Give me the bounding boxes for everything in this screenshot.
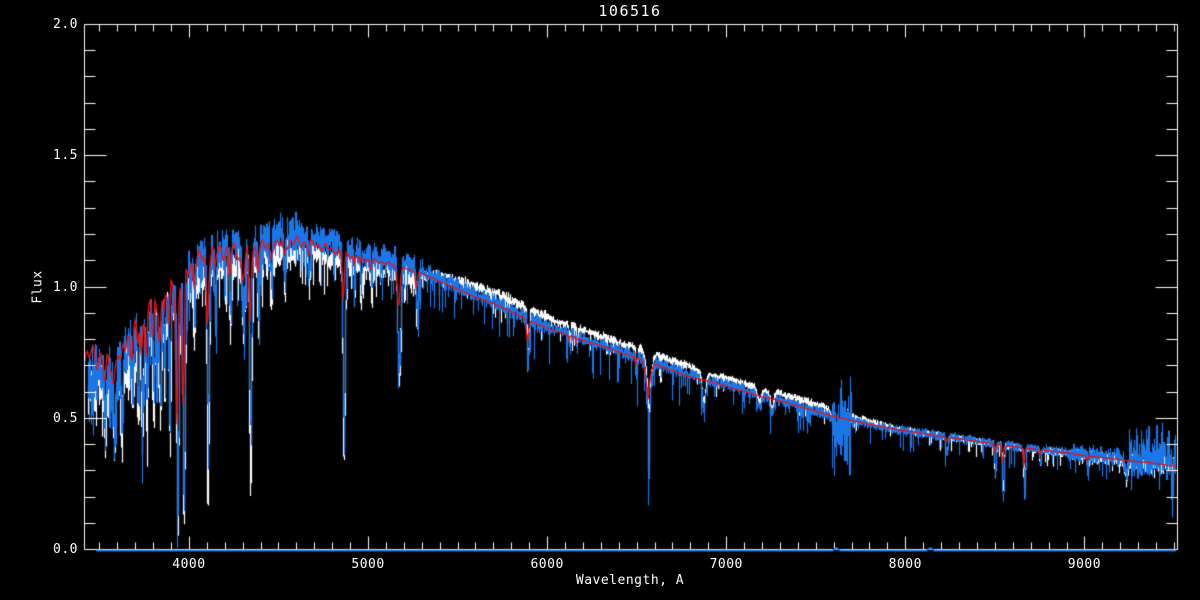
y-tick-label: 1.0	[53, 279, 78, 295]
x-tick-label: 7000	[709, 557, 743, 572]
plot-title: 106516	[598, 2, 662, 20]
x-tick-label: 4000	[172, 557, 206, 572]
x-tick-label: 5000	[351, 557, 385, 572]
x-tick-label: 8000	[888, 557, 922, 572]
y-tick-label: 0.0	[53, 542, 78, 557]
x-tick-label: 9000	[1067, 557, 1102, 572]
y-tick-label: 0.5	[53, 410, 78, 426]
y-tick-label: 1.5	[53, 148, 78, 164]
x-tick-label: 6000	[530, 557, 564, 572]
y-axis-label: Flux	[30, 270, 46, 304]
x-axis-label: Wavelength, A	[575, 573, 685, 588]
y-tick-label: 2.0	[53, 17, 78, 32]
